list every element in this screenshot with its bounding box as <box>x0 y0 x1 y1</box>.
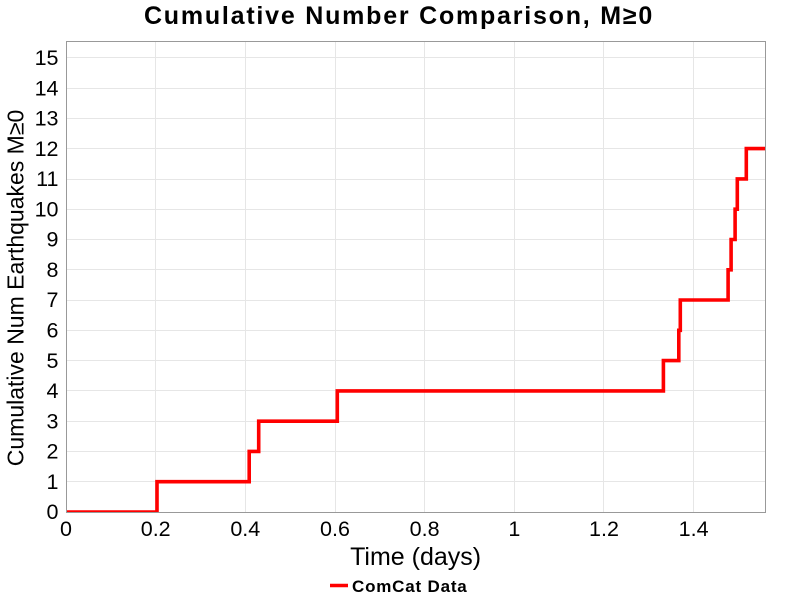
svg-text:6: 6 <box>47 319 59 343</box>
svg-text:4: 4 <box>47 379 59 403</box>
svg-text:15: 15 <box>35 46 59 70</box>
svg-text:9: 9 <box>47 228 59 252</box>
svg-text:13: 13 <box>35 107 59 131</box>
svg-text:0.2: 0.2 <box>141 517 171 541</box>
svg-text:0: 0 <box>60 517 72 541</box>
svg-text:Time (days): Time (days) <box>350 543 481 571</box>
svg-text:12: 12 <box>35 137 59 161</box>
svg-text:3: 3 <box>47 409 59 433</box>
svg-text:1.4: 1.4 <box>679 517 709 541</box>
svg-text:1: 1 <box>508 517 520 541</box>
svg-text:14: 14 <box>35 76 59 100</box>
svg-text:1.2: 1.2 <box>589 517 619 541</box>
svg-text:2: 2 <box>47 440 59 464</box>
svg-text:Cumulative Number Comparison,: Cumulative Number Comparison, M≥0 <box>144 2 654 30</box>
svg-text:0.8: 0.8 <box>410 517 440 541</box>
svg-text:0.6: 0.6 <box>320 517 350 541</box>
svg-text:7: 7 <box>47 288 59 312</box>
svg-text:10: 10 <box>35 197 59 221</box>
svg-text:11: 11 <box>36 167 58 191</box>
svg-text:1: 1 <box>47 470 59 494</box>
svg-text:0.4: 0.4 <box>230 517 260 541</box>
svg-text:0: 0 <box>47 500 59 524</box>
svg-text:8: 8 <box>47 258 59 282</box>
svg-text:Cumulative Num Earthquakes M≥0: Cumulative Num Earthquakes M≥0 <box>2 110 28 467</box>
svg-text:5: 5 <box>47 349 59 373</box>
svg-text:ComCat Data: ComCat Data <box>352 577 468 596</box>
